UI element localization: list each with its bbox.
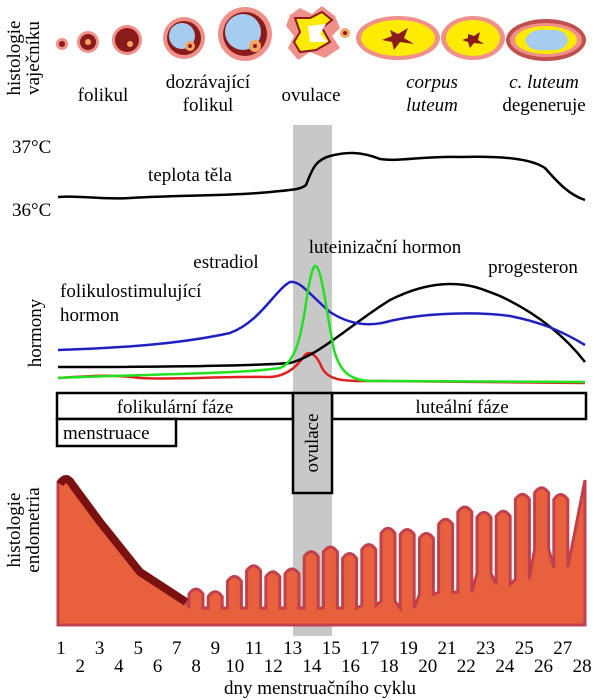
hormone-label: estradiol	[193, 252, 258, 273]
stage-label: folikul	[78, 85, 129, 106]
day-label: 17	[360, 638, 379, 659]
temperature-tick: 37°C	[12, 137, 51, 158]
hormone-label: folikulostimulující	[60, 281, 202, 302]
day-label: 20	[418, 656, 437, 677]
hormone-label: progesteron	[488, 257, 578, 278]
day-label: 23	[476, 638, 495, 659]
ovary-label: vaječníku	[23, 21, 44, 95]
luteal-phase-bar	[330, 391, 588, 421]
stage-label: degeneruje	[502, 95, 585, 116]
phase-label: folikulární fáze	[117, 397, 234, 418]
hormones-label: hormony	[25, 298, 46, 367]
endometrium-shape	[56, 475, 587, 627]
stage-label: ovulace	[281, 85, 340, 106]
day-label: 11	[245, 638, 263, 659]
day-label: 1	[56, 638, 66, 659]
menstrual-layer	[56, 475, 189, 606]
day-label: 5	[133, 638, 143, 659]
day-label: 10	[225, 656, 244, 677]
estradiol-curve	[57, 280, 586, 352]
stage-label: luteum	[406, 95, 458, 116]
ovary-label: histologie	[4, 21, 25, 96]
menstruation-bar	[55, 417, 178, 448]
day-label: 6	[153, 656, 163, 677]
day-label: 25	[515, 638, 534, 659]
stage-label: corpus	[406, 72, 458, 93]
endometrium-label: histologie	[4, 493, 25, 568]
day-label: 19	[399, 638, 418, 659]
stage-label: c. luteum	[509, 72, 579, 93]
phase-label: luteální fáze	[415, 397, 508, 418]
ovary-images	[56, 6, 586, 61]
phase-label: menstruace	[63, 423, 150, 444]
day-labels: 1234567891011121314151617181920212223242…	[56, 638, 591, 677]
stage-label: dozrávající	[166, 72, 251, 93]
x-axis-label: dny menstruačního cyklu	[224, 678, 417, 699]
day-label: 14	[302, 656, 322, 677]
ovulation-bar	[291, 391, 334, 495]
day-label: 3	[95, 638, 105, 659]
day-label: 26	[534, 656, 553, 677]
day-label: 21	[438, 638, 457, 659]
endometrium-label: endometria	[23, 487, 44, 573]
day-label: 28	[573, 656, 592, 677]
hormone-label: luteinizační hormon	[309, 237, 462, 258]
day-label: 18	[380, 656, 399, 677]
day-label: 4	[114, 656, 124, 677]
day-label: 22	[457, 656, 476, 677]
day-label: 9	[211, 638, 221, 659]
stage-label: folikul	[183, 95, 234, 116]
phase-label: ovulace	[302, 413, 323, 472]
day-label: 7	[172, 638, 182, 659]
day-label: 15	[322, 638, 341, 659]
day-label: 12	[264, 656, 283, 677]
day-label: 13	[283, 638, 302, 659]
day-label: 2	[76, 656, 86, 677]
progesterone-curve	[57, 282, 586, 369]
temperature-label: teplota těla	[148, 165, 232, 186]
day-label: 8	[191, 656, 201, 677]
day-label: 16	[341, 656, 360, 677]
day-label: 27	[553, 638, 572, 659]
lh-curve	[57, 264, 586, 384]
temperature-tick: 36°C	[12, 200, 51, 221]
day-label: 24	[495, 656, 515, 677]
temperature-curve	[57, 151, 586, 202]
hormone-label: hormon	[60, 305, 120, 326]
